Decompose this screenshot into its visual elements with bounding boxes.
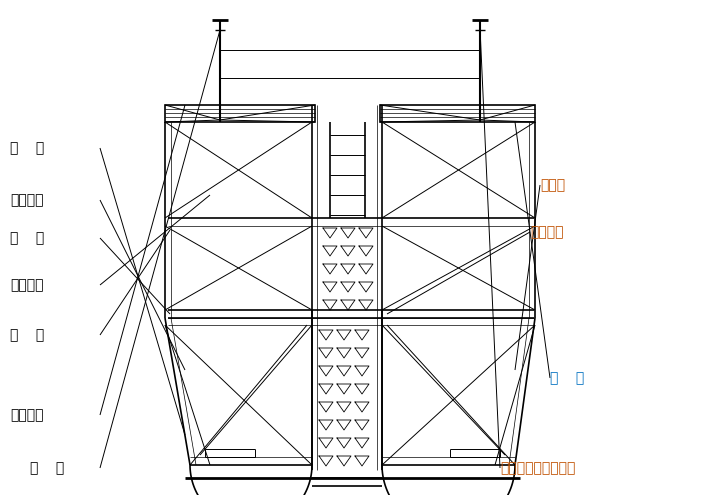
Text: 对拉螺栓: 对拉螺栓 (530, 225, 563, 239)
Bar (380, 105, 535, 122)
Text: 斜拉索具: 斜拉索具 (10, 278, 44, 292)
Text: 模    板: 模 板 (10, 141, 45, 155)
Text: 对拉螺栓砼空心支管: 对拉螺栓砼空心支管 (500, 461, 575, 475)
Bar (165, 105, 315, 122)
Text: 安全网: 安全网 (540, 178, 565, 192)
Text: 拉    环: 拉 环 (10, 231, 45, 245)
Text: 拉    环: 拉 环 (10, 328, 45, 342)
Text: 护    栏: 护 栏 (30, 461, 64, 475)
Text: 三角支架: 三角支架 (10, 408, 44, 422)
Text: 拆模吊篮: 拆模吊篮 (10, 193, 44, 207)
Text: 吊    环: 吊 环 (550, 371, 584, 385)
